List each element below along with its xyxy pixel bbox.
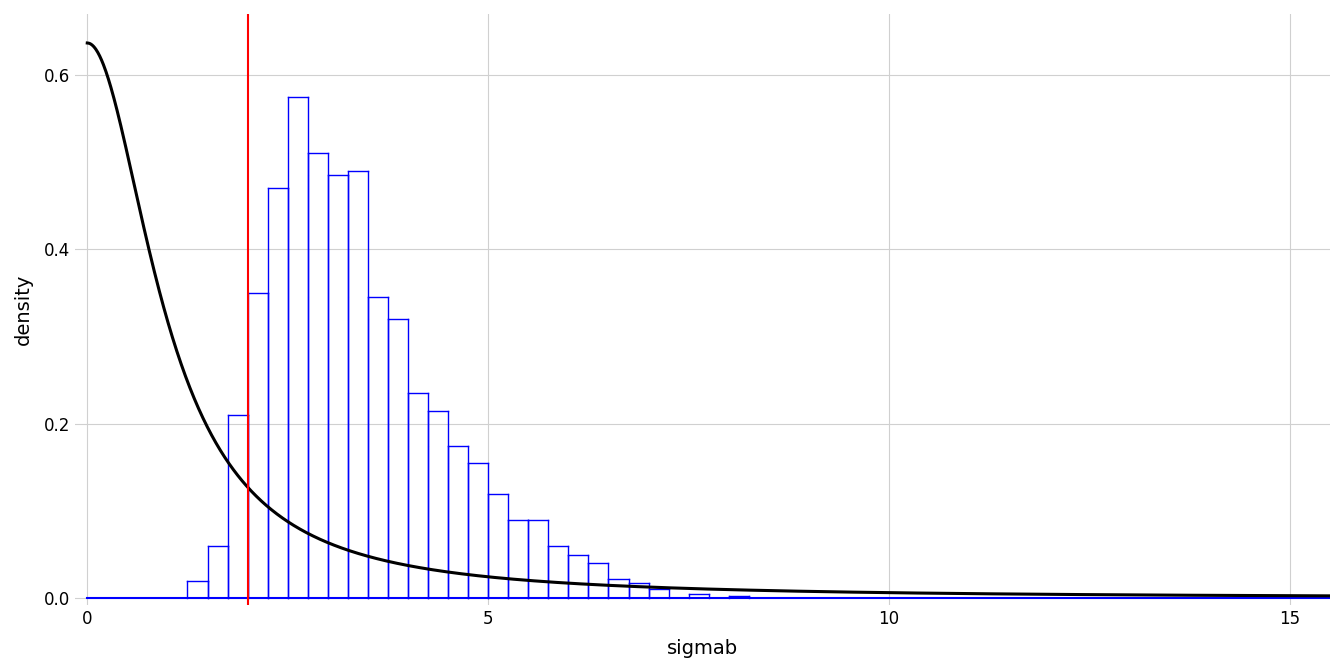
Y-axis label: density: density — [13, 274, 32, 345]
X-axis label: sigmab: sigmab — [667, 639, 738, 658]
